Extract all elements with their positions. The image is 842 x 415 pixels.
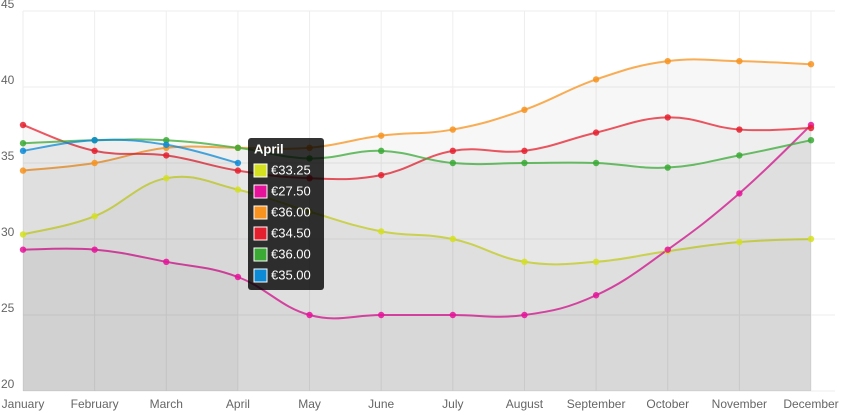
point — [664, 57, 671, 65]
point — [592, 76, 600, 83]
point — [664, 114, 671, 121]
point — [234, 144, 242, 151]
point — [736, 152, 743, 159]
point — [449, 311, 457, 319]
tooltip-value: €36.00 — [271, 246, 311, 261]
point — [91, 246, 98, 253]
point — [736, 238, 743, 246]
point — [521, 159, 528, 167]
line — [22, 175, 812, 266]
line — [22, 116, 812, 181]
x-tick-label: May — [298, 397, 321, 411]
point — [592, 258, 600, 265]
point — [234, 186, 242, 193]
point — [234, 167, 242, 174]
x-tick-label: September — [567, 397, 626, 411]
point — [163, 258, 170, 265]
legend-swatch — [253, 226, 268, 241]
legend-swatch — [253, 268, 268, 283]
point — [377, 228, 385, 235]
point — [377, 147, 385, 155]
x-tick-label: December — [783, 397, 838, 411]
point — [521, 147, 528, 155]
y-tick-label: 40 — [1, 73, 15, 87]
point — [306, 311, 313, 319]
point — [521, 311, 528, 319]
y-tick-label: 35 — [1, 149, 15, 163]
point — [163, 137, 170, 144]
y-tick-label: 30 — [1, 225, 15, 239]
legend-swatch — [253, 205, 268, 220]
area — [23, 140, 238, 391]
tooltip-value: €36.00 — [271, 204, 311, 219]
point — [19, 167, 27, 174]
x-tick-label: April — [226, 397, 250, 411]
grid — [22, 10, 835, 392]
tooltip-title: April — [254, 141, 284, 156]
x-tick-label: November — [712, 397, 767, 411]
x-tick-label: March — [150, 397, 183, 411]
y-tick-label: 45 — [1, 0, 15, 11]
legend-swatch — [253, 247, 268, 262]
x-tick-label: October — [646, 397, 689, 411]
point — [19, 231, 27, 238]
point — [521, 106, 528, 114]
tooltip-value: €35.00 — [271, 267, 311, 282]
point — [664, 164, 671, 171]
point — [163, 175, 170, 182]
point — [449, 126, 457, 133]
x-tick-label: January — [2, 397, 45, 411]
point — [807, 137, 815, 144]
point — [736, 126, 743, 133]
point — [664, 246, 671, 253]
tooltip: April €33.25 €27.50 €36.00 €34.50 €36.00 €35.0… — [248, 138, 324, 290]
line — [22, 138, 239, 164]
point — [234, 159, 242, 167]
point — [449, 235, 457, 243]
point — [592, 292, 600, 299]
x-tick-label: July — [442, 397, 463, 411]
line — [22, 58, 812, 172]
tooltip-value: €33.25 — [271, 162, 311, 177]
point — [19, 147, 27, 155]
point — [592, 159, 600, 167]
x-tick-label: June — [368, 397, 394, 411]
point — [521, 258, 528, 265]
x-tick-label: February — [71, 397, 119, 411]
point — [592, 129, 600, 136]
point — [234, 273, 242, 281]
point — [19, 121, 27, 129]
point — [377, 311, 385, 319]
point — [91, 159, 98, 167]
point — [163, 152, 170, 159]
point — [449, 159, 457, 167]
point — [736, 190, 743, 197]
point — [91, 147, 98, 155]
y-tick-label: 20 — [1, 377, 15, 391]
point — [449, 147, 457, 155]
point — [377, 132, 385, 139]
point — [807, 235, 815, 243]
point — [163, 141, 170, 148]
point — [807, 124, 815, 132]
point — [736, 57, 743, 65]
tooltip-value: €34.50 — [271, 225, 311, 240]
point — [91, 137, 98, 144]
point — [91, 213, 98, 220]
legend-swatch — [253, 184, 268, 199]
legend-swatch — [253, 163, 268, 178]
point — [19, 246, 27, 253]
tooltip-value: €27.50 — [271, 183, 311, 198]
point — [807, 60, 815, 68]
x-tick-label: August — [506, 397, 544, 411]
y-tick-label: 25 — [1, 301, 15, 315]
line — [22, 138, 812, 169]
point — [377, 171, 385, 179]
point — [19, 140, 27, 147]
